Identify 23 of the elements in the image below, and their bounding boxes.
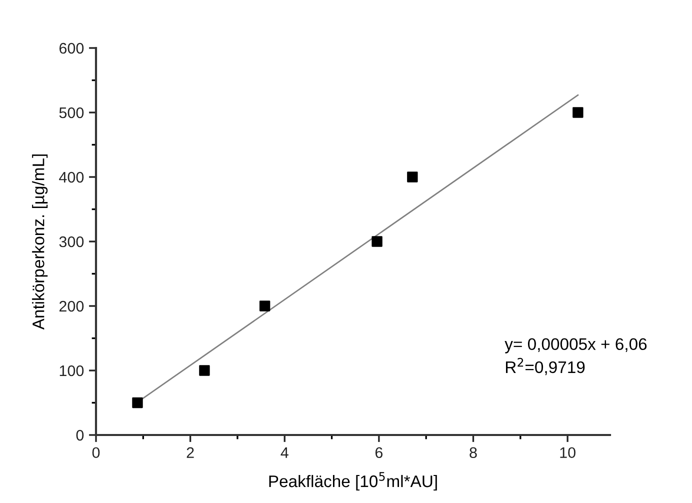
y-tick-label: 300	[59, 236, 84, 248]
y-axis-title: Antikörperkonz. [µg/mL]	[32, 154, 48, 330]
x-tick-label: 8	[470, 447, 477, 458]
y-tick-label: 100	[60, 365, 84, 376]
point	[372, 236, 382, 247]
x-tick-label: 0	[92, 447, 100, 458]
y-tick-label: 400	[59, 172, 84, 183]
point	[132, 397, 143, 408]
annotation: y= 0,00005x + 6,06	[504, 338, 647, 354]
x-tick-label: 2	[186, 447, 194, 458]
point	[572, 107, 584, 118]
point	[259, 300, 270, 312]
y-tick-label: 200	[59, 300, 84, 312]
x-tick-label: 10	[560, 447, 576, 458]
point	[407, 172, 418, 182]
y-tick-label: 500	[59, 107, 84, 118]
point	[199, 365, 210, 376]
annotation: R$^{2}$=0,9719	[506, 358, 585, 376]
x-tick-label: 6	[375, 447, 383, 458]
y-tick-label: 600	[59, 42, 84, 54]
x-axis-title: Peakfläche [10$^{5}$ml*AU]	[269, 472, 437, 491]
y-tick-label: 0	[76, 430, 84, 441]
x-tick-label: 4	[280, 447, 288, 458]
